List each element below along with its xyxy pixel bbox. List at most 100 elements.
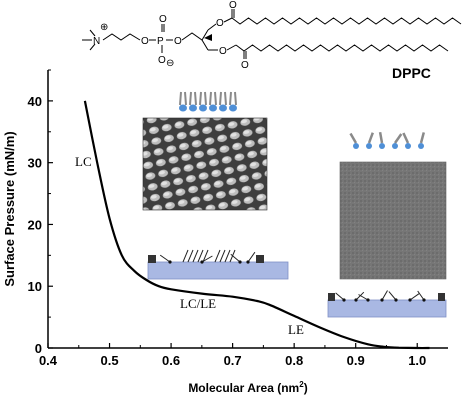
phosphate-oxygen-label: O xyxy=(158,55,166,66)
upper-ester-oxygen-label: O xyxy=(216,18,224,29)
lipid-tail xyxy=(180,92,186,105)
lipid-tail xyxy=(410,294,419,300)
y-axis-ticks: 010203040 xyxy=(28,70,53,356)
lipid-head xyxy=(219,105,227,112)
x-tick-label: 0.9 xyxy=(347,353,365,368)
lipid-head xyxy=(209,105,217,112)
y-axis-title: Surface Pressure (mN/m) xyxy=(2,131,17,286)
ester-bond xyxy=(208,24,216,30)
lipid-tail xyxy=(231,254,240,262)
lipid-tail xyxy=(220,92,226,105)
lipid-tail xyxy=(193,250,198,262)
x-tick-label: 0.8 xyxy=(285,353,303,368)
water-subphase xyxy=(328,300,446,317)
lipid-tail xyxy=(183,250,188,262)
x-tick-label: 0.5 xyxy=(100,353,118,368)
lipid-head xyxy=(366,143,372,149)
ammonium-n-label: N xyxy=(93,36,100,47)
region-label-lc-le: LC/LE xyxy=(180,296,216,311)
lipid-head xyxy=(246,260,249,263)
dppc-structure: N ⊕ O P O O ⊖ O O O O O DPPC xyxy=(82,0,461,81)
lc-molecules-cartoon xyxy=(179,92,237,112)
lipid-head xyxy=(229,105,237,112)
lc-le-monolayer-molecules xyxy=(160,250,255,264)
lipid-tail xyxy=(225,250,230,262)
lipid-tail xyxy=(380,132,382,143)
upper-carbonyl-oxygen-label: O xyxy=(229,0,237,11)
y-tick-label: 30 xyxy=(28,156,42,171)
lipid-tail xyxy=(359,295,369,301)
lipid-head xyxy=(199,105,207,112)
barrier-left xyxy=(328,293,335,301)
x-axis-title: Molecular Area (nm2) xyxy=(188,380,307,395)
lipid-tail xyxy=(356,292,364,300)
lipid-head xyxy=(422,298,425,301)
lipid-tail xyxy=(389,292,396,300)
lipid-tail xyxy=(395,134,401,143)
le-micrograph xyxy=(340,162,446,279)
lipid-tail xyxy=(418,291,424,300)
lipid-tail xyxy=(200,92,206,105)
lipid-head xyxy=(238,260,241,263)
negative-charge-icon: ⊖ xyxy=(166,58,174,69)
lipid-tail xyxy=(351,134,357,144)
glycerol-oxygen-label: O xyxy=(174,36,182,47)
lipid-head xyxy=(342,298,345,301)
lc-phase-inset xyxy=(143,92,267,210)
trough-lc-le-schematic xyxy=(148,250,288,279)
lipid-head xyxy=(354,298,357,301)
x-tick-label: 0.7 xyxy=(224,353,242,368)
barrier-right xyxy=(438,293,445,301)
lipid-tail xyxy=(188,250,193,262)
lipid-tail xyxy=(190,92,196,105)
le-molecules-cartoon xyxy=(351,132,425,149)
lipid-tail xyxy=(421,132,424,143)
y-tick-label: 0 xyxy=(35,341,42,356)
lipid-head xyxy=(179,105,187,112)
barrier-left xyxy=(148,255,156,263)
lower-palmitoyl-chain xyxy=(236,45,448,51)
x-axis-ticks: 0.4 0.5 0.6 0.7 0.8 0.9 1.0 xyxy=(39,343,426,368)
lipid-head xyxy=(408,298,411,301)
lipid-head xyxy=(168,260,171,263)
lipid-tail xyxy=(202,256,212,262)
x-tick-label: 0.6 xyxy=(162,353,180,368)
glycerol-backbone xyxy=(182,30,208,40)
lipid-tail xyxy=(336,293,344,300)
lipid-tail xyxy=(248,252,255,262)
lipid-tail xyxy=(220,250,225,262)
lipid-head xyxy=(394,298,397,301)
barrier-right xyxy=(256,255,264,263)
lipid-tail xyxy=(198,250,203,262)
lipid-head xyxy=(200,260,203,263)
lipid-head xyxy=(366,298,369,301)
lipid-tail xyxy=(215,250,220,262)
le-phase-inset xyxy=(340,132,446,279)
lipid-head xyxy=(380,298,383,301)
lower-ester-oxygen-label: O xyxy=(219,46,227,57)
ester-bond xyxy=(227,45,236,50)
lipid-tail xyxy=(382,291,388,301)
region-label-le: LE xyxy=(288,322,304,337)
molecule-name: DPPC xyxy=(392,65,431,81)
ester-oxygen-label: O xyxy=(141,36,149,47)
ester-bond xyxy=(224,18,232,22)
choline-chain xyxy=(103,34,140,40)
lipid-head xyxy=(379,143,385,149)
trough-le-schematic xyxy=(328,291,446,318)
lipid-head xyxy=(189,105,197,112)
y-tick-label: 20 xyxy=(28,217,42,232)
lower-carbonyl-oxygen-label: O xyxy=(241,60,249,71)
lipid-tail xyxy=(369,133,373,143)
lipid-head xyxy=(392,143,398,149)
lipid-tail xyxy=(403,133,408,143)
region-label-lc: LC xyxy=(75,154,92,169)
glycerol-backbone xyxy=(202,40,208,50)
y-tick-label: 10 xyxy=(28,279,42,294)
x-tick-label: 1.0 xyxy=(408,353,426,368)
phosphoryl-oxygen-label: O xyxy=(159,14,167,25)
lipid-tail xyxy=(160,255,170,262)
lipid-tail xyxy=(210,92,216,105)
lipid-tail xyxy=(230,92,236,105)
